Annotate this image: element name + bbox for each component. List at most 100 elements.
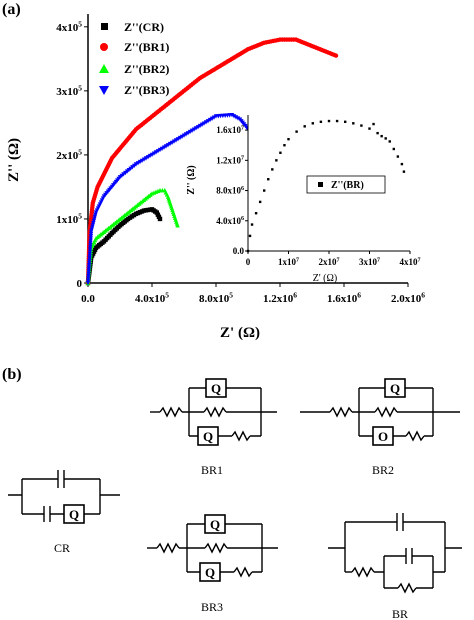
data-point [396,155,400,158]
data-point [376,131,379,135]
main-chart: 0.0 4.0x105 8.0x105 1.2x106 1.6x106 2.0x106 0 1… [6,14,425,341]
circuit-br3-q1: Q [210,517,220,532]
main-x-tick-label: 1.6x106 [327,291,361,305]
data-point [335,119,339,123]
data-point [368,127,371,130]
legend-marker-br1 [100,43,108,51]
data-point [246,249,250,253]
series-br [246,119,406,253]
data-point [88,238,93,243]
circuit-br3-q2: Q [205,565,215,580]
inset-legend-box [306,175,386,194]
circuit-br1-q2: Q [203,429,213,444]
data-point [229,112,235,118]
data-point [372,122,375,126]
data-point [175,223,180,228]
data-point [87,254,92,259]
inset-y-tick-label: 1.2x107 [216,155,244,165]
data-point [88,245,93,250]
data-point [311,122,314,125]
main-y-tick-label: 3x105 [56,83,82,97]
legend-label-br2: Z''(BR2) [124,62,169,76]
data-point [87,256,92,261]
data-point [333,53,339,58]
data-point [254,212,258,215]
inset-chart: 0 1x107 2x107 3x107 4x107 0.0 4.0x106 8.0x106 1.… [186,113,421,284]
legend-marker-cr [101,23,108,30]
series-cr [85,207,163,286]
legend-label-br1: Z''(BR1) [124,40,169,54]
main-x-tick-label: 4.0x105 [135,291,169,305]
inset-x-tick-label: 4x107 [399,257,420,267]
main-x-tick-label: 2.0x106 [391,291,425,305]
data-point [258,200,262,204]
data-point [87,258,92,263]
panel-a-label: (a) [2,1,21,18]
data-point [86,262,92,268]
circuit-br [328,513,462,594]
data-point [87,251,93,257]
data-point [87,247,93,252]
inset-legend-label: Z''(BR) [331,180,364,191]
inset-x-axis-title: Z' (Ω) [313,273,338,284]
data-point [279,151,282,154]
circuit-br2 [300,378,460,446]
data-point [233,115,239,120]
data-point [250,223,254,226]
main-y-axis-label: Z'' (Ω) [6,138,22,182]
legend-label-cr: Z''(CR) [124,20,164,34]
legend-marker-br2 [99,64,109,73]
inset-legend: Z''(BR) [306,175,386,194]
data-point [275,159,278,162]
series-br3 [85,112,275,286]
data-point [352,122,355,125]
circuit-br2-q1: Q [390,381,400,396]
data-point [271,168,274,171]
inset-y-tick-label: 4.0x106 [216,216,244,226]
inset-x-tick-label: 3x107 [359,257,380,267]
data-point [327,119,331,123]
data-point [360,124,363,127]
data-point [231,114,237,119]
data-point [157,216,163,222]
circuit-cr-label: CR [54,541,70,555]
data-point [295,130,298,133]
data-point [86,265,92,270]
main-legend: Z''(CR) Z''(BR1) Z''(BR2) Z''(BR3) [99,20,169,97]
circuit-br3 [147,514,278,582]
data-point [88,234,94,239]
data-point [392,147,395,151]
data-point [87,260,92,266]
data-point [402,170,406,173]
data-point [88,242,93,248]
data-point [87,249,93,255]
data-point [86,274,91,279]
circuit-br3-label: BR3 [201,600,223,614]
main-y-axis-title: Z'' (Ω) [6,138,22,182]
main-x-tick-label: 0.0 [81,293,95,305]
data-point [283,144,286,147]
main-y-tick-label: 2x105 [56,148,82,162]
data-point [85,280,91,286]
circuit-br2-label: BR2 [372,463,394,477]
inset-x-tick-label: 2x107 [318,257,339,267]
inset-x-tick-label: 0 [246,257,251,267]
data-point [88,231,94,237]
data-point [86,269,91,275]
circuit-br-label: BR [392,607,408,620]
data-point [388,140,391,143]
main-y-tick-label: 0 [77,278,83,290]
series-br1 [85,37,339,286]
inset-y-tick-label: 1.6x107 [216,125,244,135]
data-point [235,116,241,121]
circuit-br1-q1: Q [211,381,221,396]
legend-marker-br3 [99,86,109,95]
data-point [88,240,93,246]
circuit-br1 [150,378,277,446]
data-point [303,125,306,128]
data-point [85,278,91,283]
main-y-tick-label: 1x105 [56,212,82,226]
data-point [263,189,266,192]
data-point [88,236,93,241]
